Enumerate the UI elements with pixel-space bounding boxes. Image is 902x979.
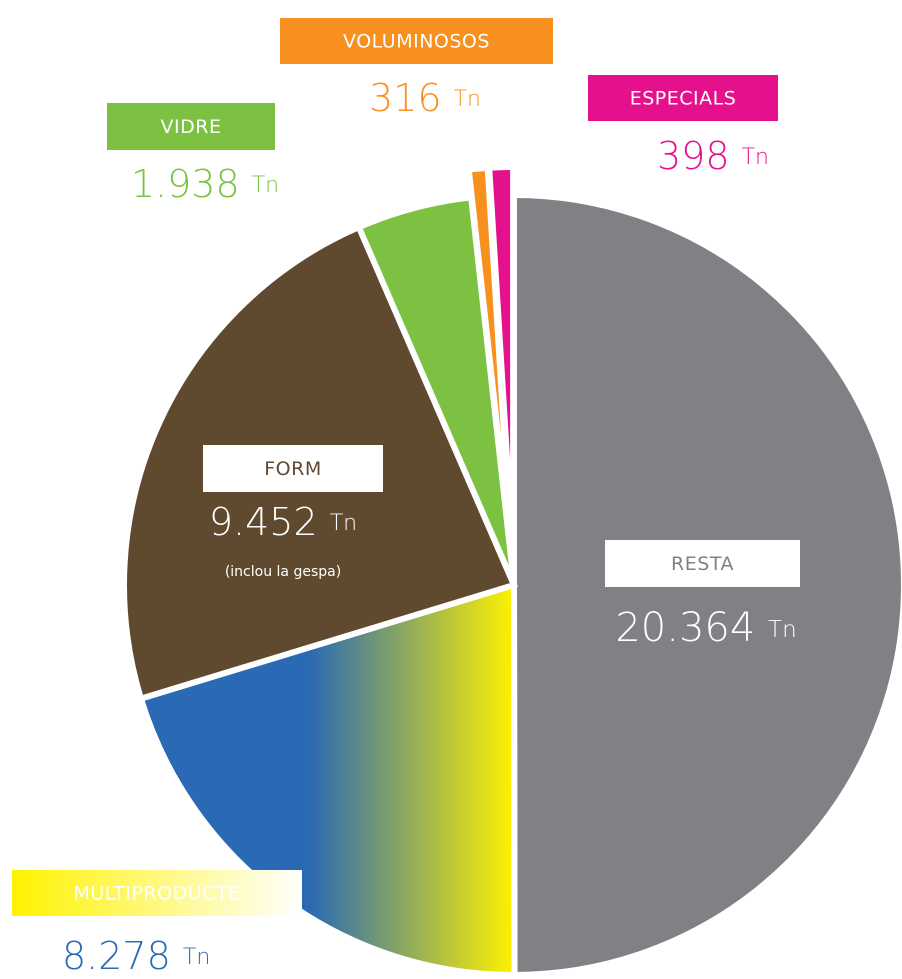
category-label: VIDRE [161, 116, 222, 138]
category-label: RESTA [671, 553, 734, 575]
pie-slice [486, 164, 517, 558]
pie [121, 164, 902, 979]
label-box [203, 445, 383, 492]
category-label: ESPECIALS [630, 88, 737, 110]
label-box [605, 540, 800, 587]
value-label: 8.278 Tn [62, 934, 210, 978]
label-box [107, 103, 275, 150]
value-label: 398 Tn [657, 134, 769, 178]
annotation: (inclou la gespa) [225, 564, 341, 580]
value-label: 9.452 Tn [209, 500, 357, 544]
value-label: 20.364 Tn [615, 605, 796, 651]
value-label: 1.938 Tn [131, 162, 279, 206]
category-label: MULTIPRODUCTE [73, 883, 240, 905]
label-box [588, 75, 778, 121]
label-box [280, 18, 553, 64]
label-box [12, 870, 302, 916]
category-label: FORM [264, 458, 321, 480]
value-label: 316 Tn [369, 76, 481, 120]
category-label: VOLUMINOSOS [343, 31, 490, 53]
labels: RESTA 20.364 Tn MULTIPRODUCTE 8.278 Tn FORM 9… [12, 18, 800, 978]
